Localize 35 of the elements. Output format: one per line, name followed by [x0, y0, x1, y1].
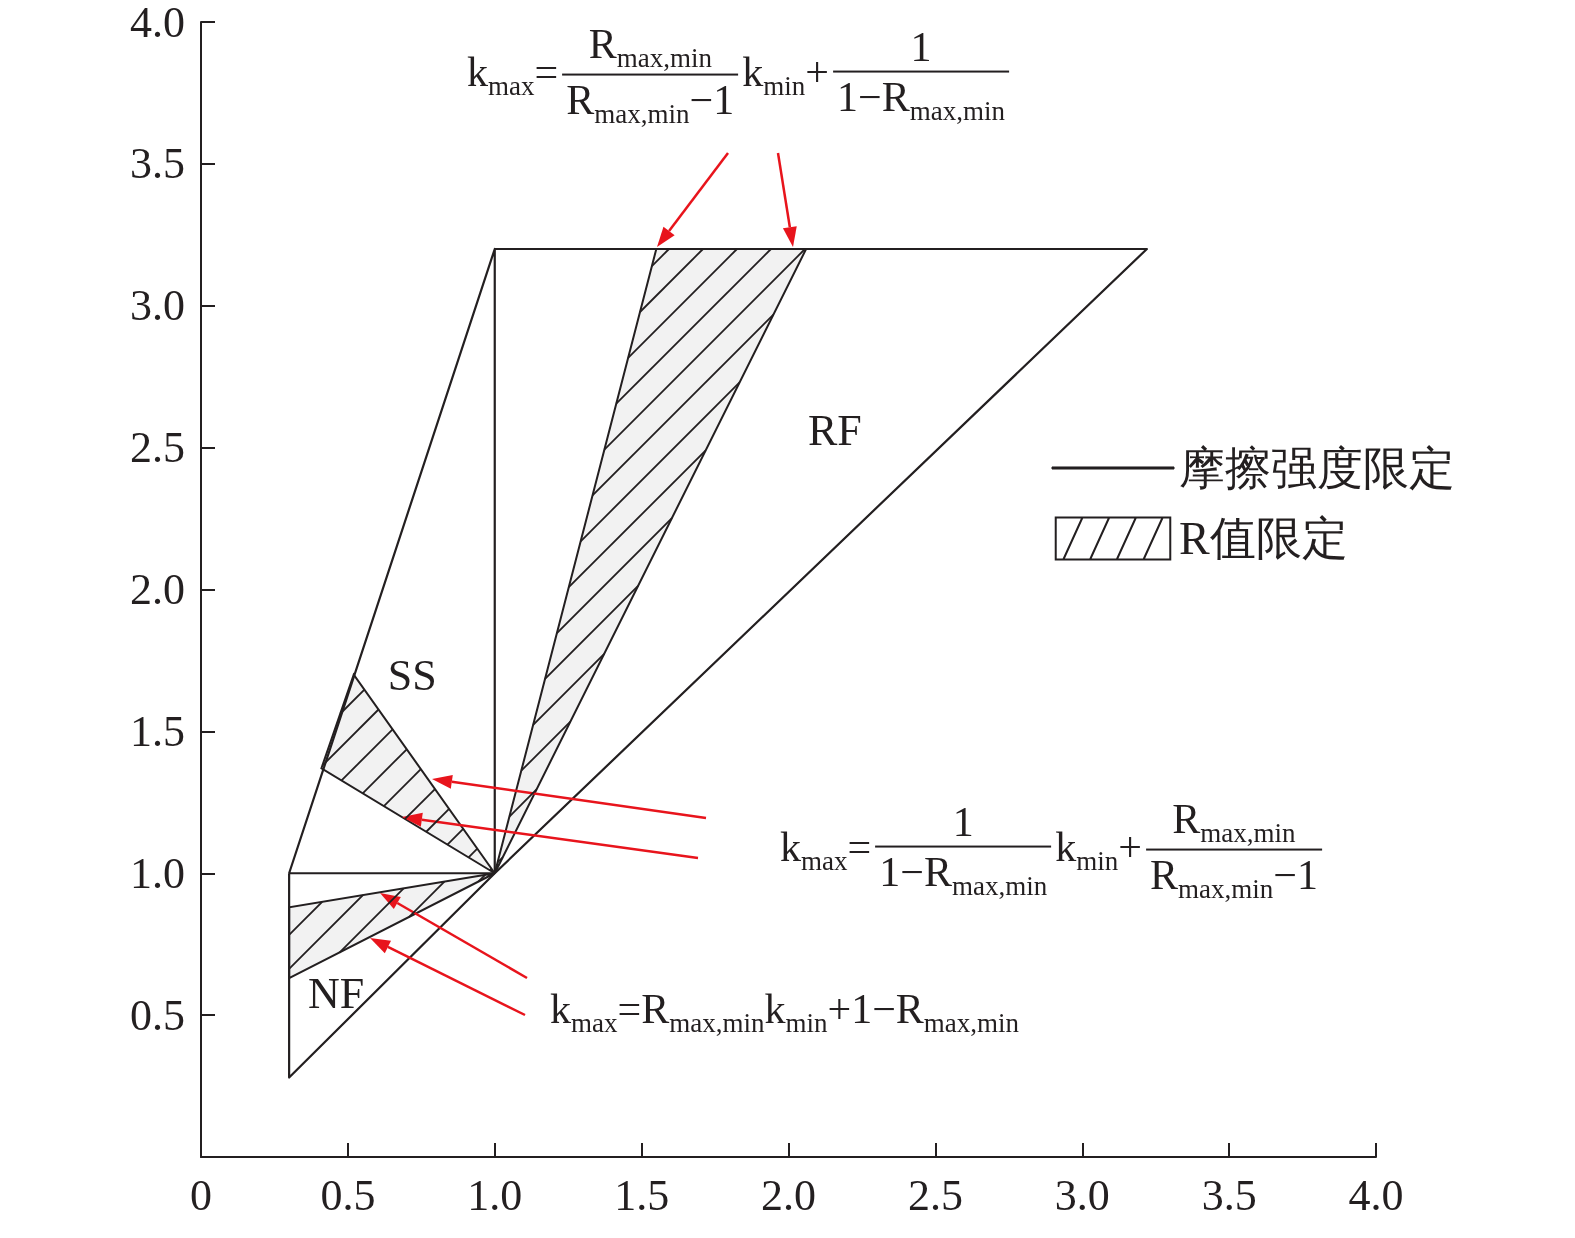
annotation: 1: [951, 797, 975, 846]
annotation: RF: [808, 404, 862, 456]
y-tick-label: 4.0: [130, 0, 185, 47]
y-tick-label: 1.0: [130, 848, 185, 898]
legend-label: 摩擦强度限定: [1179, 442, 1455, 494]
y-tick-label: 3.0: [130, 281, 185, 331]
annotation: k$_{min}$+: [742, 47, 829, 103]
legend-label: R值限定: [1179, 513, 1348, 564]
annotation: 1−R$_{max,min}$: [875, 845, 1052, 903]
annotation: R$_{max,min}$−1: [562, 74, 739, 131]
x-tick-label: 1.5: [614, 1170, 670, 1220]
annotation: R$_{max,min}$−1: [1145, 849, 1322, 906]
annotation: k$_{min}$+: [1055, 822, 1142, 878]
x-tick-label: 2.0: [761, 1170, 816, 1220]
y-tick-label: 3.5: [130, 139, 185, 189]
x-tick-label: 2.5: [907, 1170, 963, 1220]
x-tick-label: 3.0: [1054, 1170, 1110, 1220]
annotation: k$_{max}$=R$_{max,min}$k$_{min}$+1−R$_{max,min}$: [550, 984, 1020, 1040]
x-tick-label: 4.0: [1348, 1170, 1404, 1220]
annotation: 1−R$_{max,min}$: [832, 70, 1009, 128]
x-tick-label: 3.5: [1201, 1170, 1257, 1220]
annotation: R$_{max,min}$: [587, 19, 713, 74]
y-tick-label: 1.5: [130, 706, 185, 756]
annotation: NF: [308, 967, 365, 1019]
annotation: SS: [387, 649, 437, 701]
annotation: k$_{max}$=: [780, 822, 872, 878]
y-tick-label: 0.5: [130, 990, 185, 1040]
x-tick-label: 1.0: [467, 1170, 523, 1220]
y-tick-label: 2.0: [130, 565, 185, 614]
x-tick-label: 0.5: [320, 1170, 376, 1220]
x-tick-label: 0: [190, 1170, 212, 1220]
annotation: R$_{max,min}$: [1171, 794, 1297, 849]
annotation: 1: [909, 22, 933, 71]
y-tick-label: 2.5: [130, 423, 185, 473]
annotation: k$_{max}$=: [467, 47, 559, 103]
